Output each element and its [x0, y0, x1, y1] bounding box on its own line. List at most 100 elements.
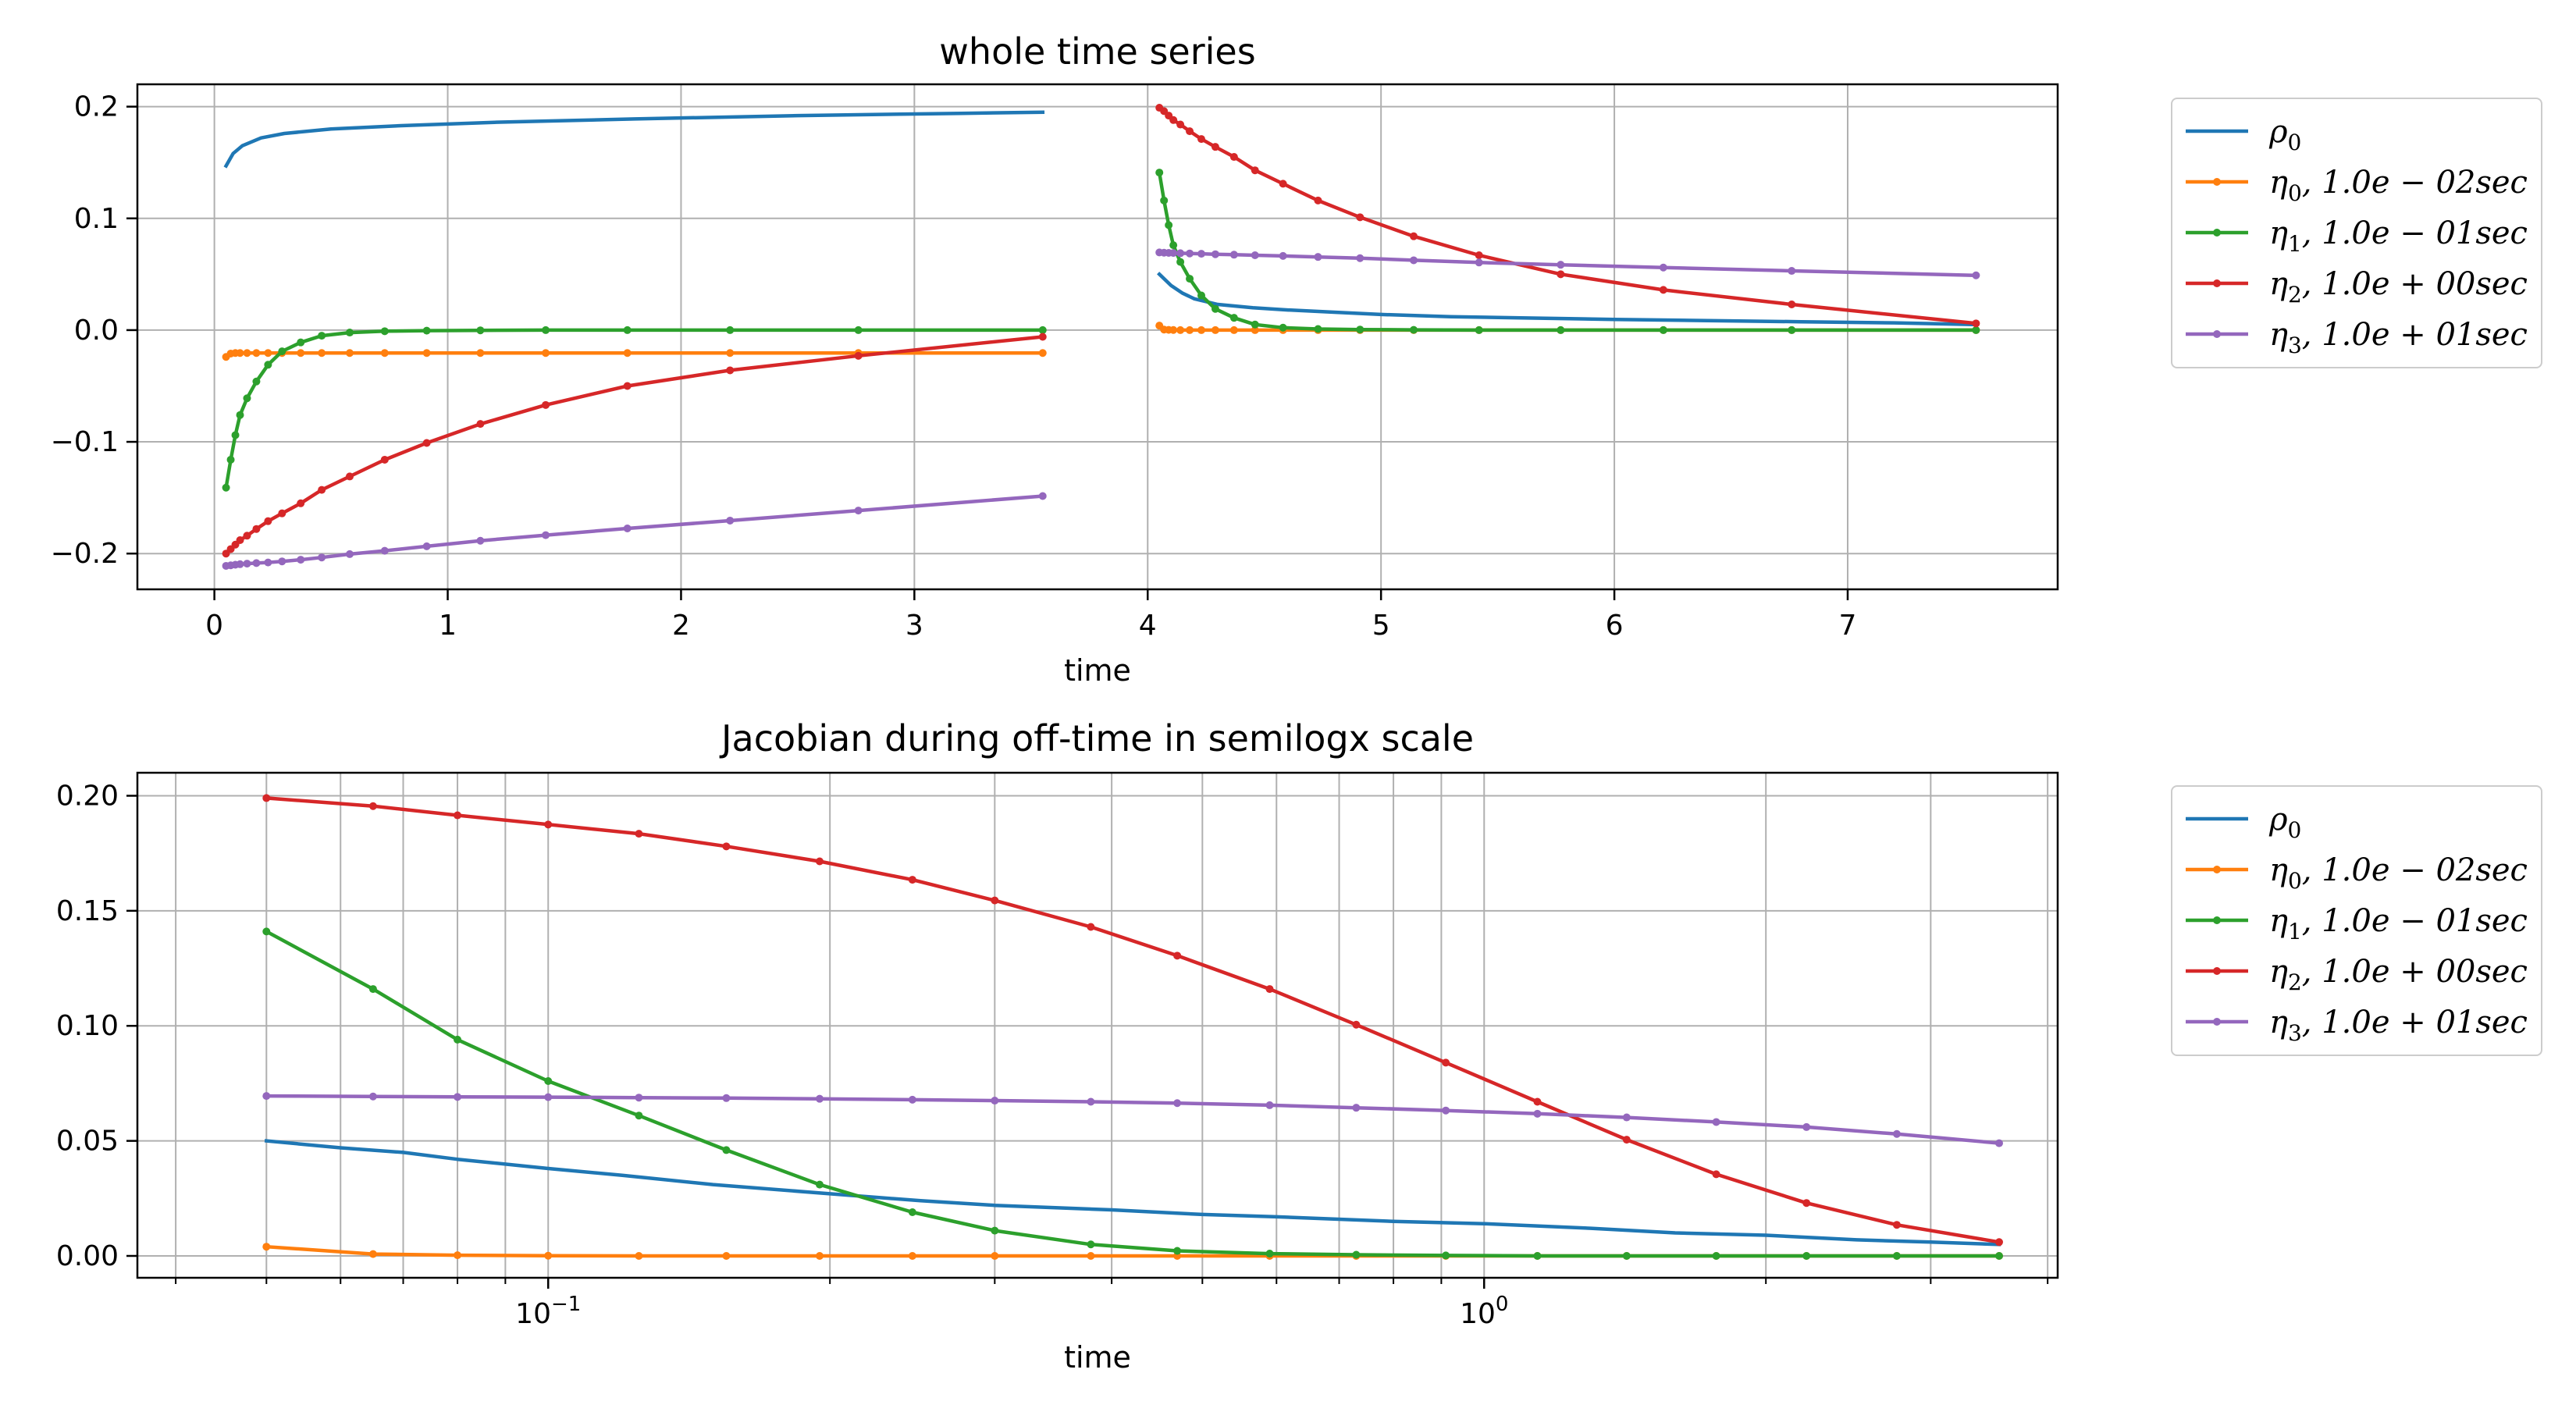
data-point — [991, 896, 999, 905]
data-point — [623, 349, 632, 357]
data-point — [1802, 1251, 1811, 1260]
data-point — [264, 349, 272, 357]
data-point — [422, 542, 431, 550]
chart-title: Jacobian during off-time in semilogx sca… — [719, 717, 1474, 759]
data-point — [1197, 291, 1206, 300]
data-point — [318, 349, 326, 357]
data-point — [243, 532, 251, 540]
data-point — [1475, 251, 1483, 260]
data-point — [1802, 1122, 1811, 1131]
data-point — [476, 349, 485, 357]
data-point — [1038, 492, 1047, 500]
data-point — [380, 349, 389, 357]
data-point — [297, 499, 305, 507]
data-point — [991, 1226, 999, 1235]
legend-marker — [2213, 178, 2221, 186]
legend-label: η3, 1.0e + 01sec — [2269, 317, 2528, 358]
data-point — [726, 516, 735, 525]
legend-label: η1, 1.0e − 01sec — [2269, 903, 2528, 944]
chart-jacobian-off-time: Jacobian during off-time in semilogx sca… — [56, 717, 2542, 1375]
data-point — [264, 558, 272, 567]
data-point — [1410, 256, 1418, 265]
data-point — [236, 536, 244, 545]
legend-marker — [2213, 279, 2221, 287]
data-point — [368, 1250, 377, 1258]
data-point — [1211, 325, 1219, 334]
data-point — [346, 329, 354, 337]
y-tick-label: 0.0 — [74, 315, 119, 347]
data-point — [1211, 143, 1219, 151]
data-point — [726, 349, 735, 357]
data-point — [1659, 286, 1667, 294]
series-group — [262, 794, 2003, 1260]
data-point — [635, 1251, 643, 1260]
data-point — [1802, 1199, 1811, 1208]
data-point — [236, 411, 244, 419]
data-point — [1712, 1170, 1720, 1179]
legend-item: η0, 1.0e − 02sec — [2186, 165, 2528, 206]
axis-ticks: 0 1 2 3 4 5 6 7 −0.2 −0.1 0.0 0.1 0.2 — [51, 91, 1857, 642]
data-point — [1229, 314, 1238, 322]
data-point — [1165, 221, 1173, 229]
data-point — [1197, 250, 1206, 258]
data-point — [476, 326, 485, 335]
data-point — [1279, 180, 1287, 188]
data-point — [1622, 1251, 1631, 1260]
data-point — [1410, 232, 1418, 240]
data-point — [297, 556, 305, 564]
data-point — [252, 559, 261, 567]
data-point — [278, 557, 286, 566]
data-point — [816, 1180, 824, 1189]
legend-marker — [2213, 330, 2221, 338]
data-point — [1229, 325, 1238, 334]
data-point — [454, 1093, 462, 1101]
y-tick-label: 0.20 — [56, 780, 119, 812]
data-point — [854, 507, 863, 515]
data-point — [252, 377, 261, 386]
data-point — [1659, 263, 1667, 272]
data-point — [1160, 196, 1169, 205]
legend-label: η0, 1.0e − 02sec — [2269, 165, 2528, 206]
data-point — [1475, 325, 1483, 334]
data-point — [1972, 325, 1980, 334]
legend-label: η2, 1.0e + 00sec — [2269, 266, 2528, 308]
x-tick-label: 3 — [906, 610, 923, 642]
x-axis-label: time — [1064, 1340, 1131, 1375]
data-point — [1169, 116, 1178, 124]
data-point — [1251, 166, 1259, 175]
x-tick-label: 1 — [439, 610, 457, 642]
data-point — [1186, 275, 1194, 283]
data-point — [1251, 320, 1259, 329]
data-point — [1475, 258, 1483, 267]
legend: ρ0 η0, 1.0e − 02sec η1, 1.0e − 01sec η2, 1.… — [2171, 785, 2542, 1056]
data-point — [1788, 325, 1796, 334]
data-point — [542, 531, 550, 539]
data-point — [1211, 250, 1219, 258]
data-point — [454, 811, 462, 820]
legend-marker — [2213, 866, 2221, 873]
legend-item: η2, 1.0e + 00sec — [2186, 266, 2528, 308]
axis-ticks: 10−1 100 0.00 0.05 0.10 0.15 0.20 — [56, 780, 2049, 1330]
y-tick-label: −0.1 — [51, 426, 119, 458]
data-point — [1197, 325, 1206, 334]
data-point — [854, 351, 863, 360]
data-point — [1356, 254, 1364, 262]
data-point — [1229, 251, 1238, 259]
data-point — [1352, 1020, 1361, 1029]
data-point — [1279, 251, 1287, 260]
data-point — [252, 525, 261, 533]
legend-label: η2, 1.0e + 00sec — [2269, 954, 2528, 995]
data-point — [1622, 1113, 1631, 1122]
y-tick-label: 0.15 — [56, 895, 119, 927]
data-point — [726, 366, 735, 375]
data-point — [1352, 1250, 1361, 1259]
data-point — [1712, 1118, 1720, 1126]
data-point — [1788, 300, 1796, 308]
data-point — [1533, 1109, 1542, 1118]
data-point — [1229, 153, 1238, 162]
data-point — [544, 1251, 553, 1260]
data-point — [236, 349, 244, 357]
x-axis-label: time — [1064, 653, 1131, 688]
legend-item: η0, 1.0e − 02sec — [2186, 852, 2528, 894]
